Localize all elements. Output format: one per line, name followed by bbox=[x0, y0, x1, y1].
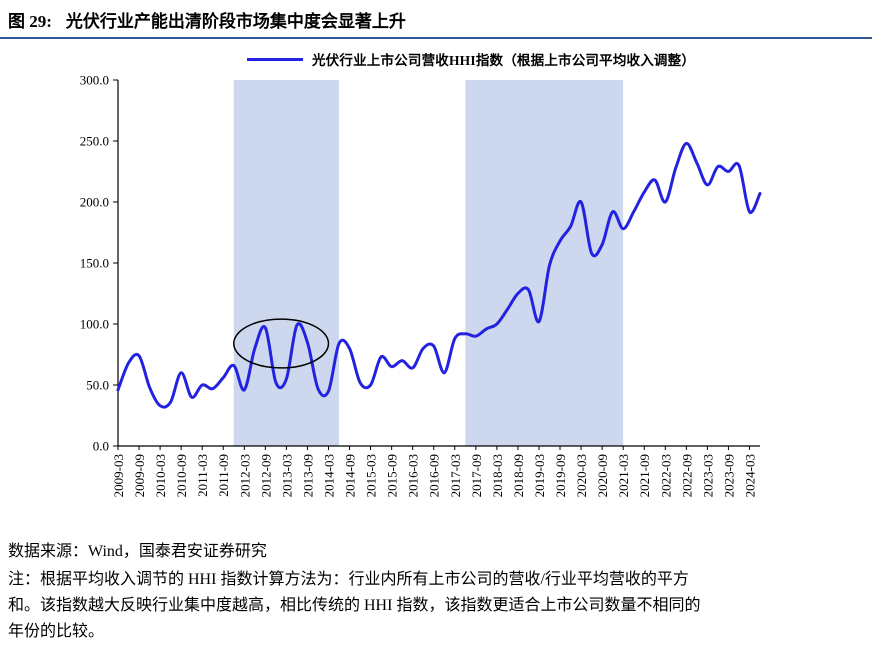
svg-text:2010-03: 2010-03 bbox=[153, 454, 168, 497]
svg-text:2013-09: 2013-09 bbox=[300, 454, 315, 497]
svg-text:0.0: 0.0 bbox=[93, 439, 109, 454]
svg-text:2022-03: 2022-03 bbox=[658, 454, 673, 497]
svg-text:2024-03: 2024-03 bbox=[742, 454, 757, 497]
svg-text:2017-09: 2017-09 bbox=[469, 454, 484, 497]
figure-title: 光伏行业产能出清阶段市场集中度会显著上升 bbox=[65, 12, 406, 31]
chart-legend: 光伏行业上市公司营收HHI指数（根据上市公司平均收入调整） bbox=[0, 50, 872, 68]
svg-text:2021-03: 2021-03 bbox=[616, 454, 631, 497]
svg-text:2013-03: 2013-03 bbox=[279, 454, 294, 497]
legend-line-marker bbox=[246, 57, 303, 61]
svg-text:2010-09: 2010-09 bbox=[174, 454, 189, 497]
figure-label: 图 29: bbox=[8, 12, 52, 31]
title-divider bbox=[0, 37, 872, 39]
svg-text:100.0: 100.0 bbox=[80, 317, 109, 332]
svg-text:2016-09: 2016-09 bbox=[427, 454, 442, 497]
svg-text:2009-03: 2009-03 bbox=[111, 454, 126, 497]
chart-area: 0.0 50.0 100.0 150.0 200.0 250.0 300.0 2009-03 2… bbox=[48, 70, 872, 538]
svg-text:2020-03: 2020-03 bbox=[574, 454, 589, 497]
data-source: 数据来源：Wind，国泰君安证券研究 bbox=[8, 543, 267, 560]
svg-text:2015-09: 2015-09 bbox=[385, 454, 400, 497]
svg-text:2023-03: 2023-03 bbox=[700, 454, 715, 497]
svg-text:2012-03: 2012-03 bbox=[237, 454, 252, 497]
svg-text:2019-09: 2019-09 bbox=[553, 454, 568, 497]
svg-text:2018-03: 2018-03 bbox=[490, 454, 505, 497]
svg-text:2011-03: 2011-03 bbox=[195, 454, 210, 497]
figure-header: 图 29: 光伏行业产能出清阶段市场集中度会显著上升 bbox=[0, 0, 872, 37]
svg-text:2012-09: 2012-09 bbox=[258, 454, 273, 497]
figure-footer: 数据来源：Wind，国泰君安证券研究 注：根据平均收入调节的 HHI 指数计算方… bbox=[0, 538, 872, 645]
svg-text:2015-03: 2015-03 bbox=[364, 454, 379, 497]
svg-text:2021-09: 2021-09 bbox=[637, 454, 652, 497]
svg-text:300.0: 300.0 bbox=[80, 73, 109, 88]
svg-text:250.0: 250.0 bbox=[80, 134, 109, 149]
svg-text:2019-03: 2019-03 bbox=[532, 454, 547, 497]
figure-note: 注：根据平均收入调节的 HHI 指数计算方法为：行业内所有上市公司的营收/行业平… bbox=[8, 571, 701, 640]
svg-text:2023-09: 2023-09 bbox=[721, 454, 736, 497]
svg-text:150.0: 150.0 bbox=[80, 256, 109, 271]
svg-text:2020-09: 2020-09 bbox=[595, 454, 610, 497]
legend-label: 光伏行业上市公司营收HHI指数（根据上市公司平均收入调整） bbox=[311, 53, 696, 68]
svg-text:2009-09: 2009-09 bbox=[132, 454, 147, 497]
svg-text:50.0: 50.0 bbox=[86, 378, 109, 393]
svg-text:2022-09: 2022-09 bbox=[679, 454, 694, 497]
svg-text:2016-03: 2016-03 bbox=[406, 454, 421, 497]
svg-text:2011-09: 2011-09 bbox=[216, 454, 231, 497]
svg-text:2017-03: 2017-03 bbox=[448, 454, 463, 497]
svg-text:2018-09: 2018-09 bbox=[511, 454, 526, 497]
svg-text:200.0: 200.0 bbox=[80, 195, 109, 210]
hhi-line-chart: 0.0 50.0 100.0 150.0 200.0 250.0 300.0 2009-03 2… bbox=[80, 73, 762, 497]
svg-text:2014-09: 2014-09 bbox=[343, 454, 358, 497]
svg-text:2014-03: 2014-03 bbox=[321, 454, 336, 497]
